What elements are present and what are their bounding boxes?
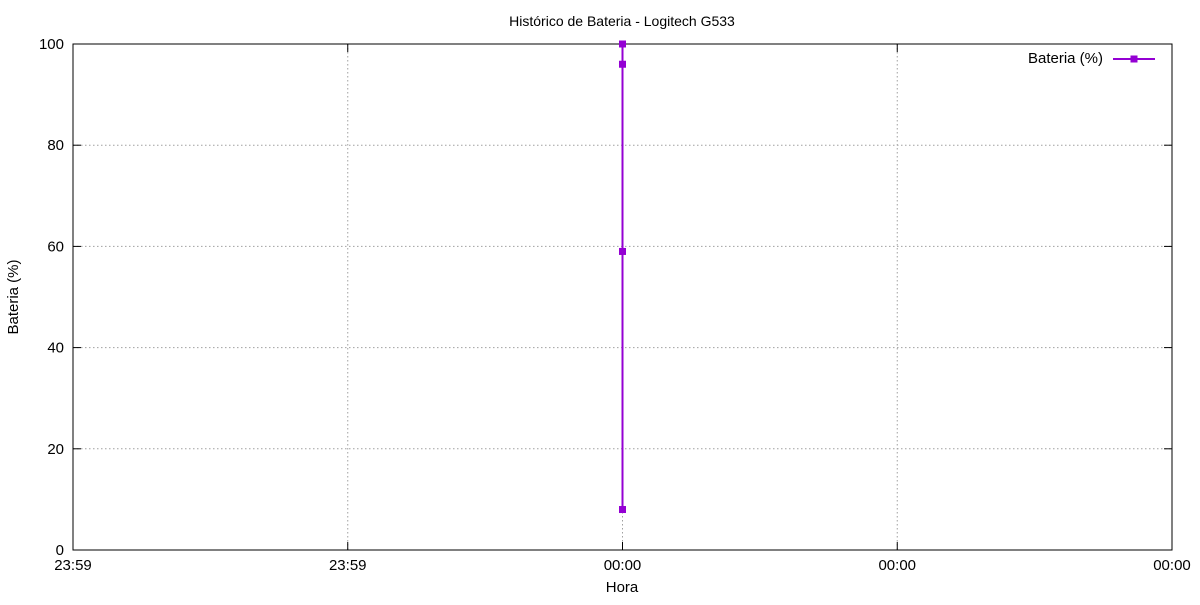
data-point — [619, 247, 626, 255]
series-layer — [619, 40, 626, 514]
y-tick-label: 100 — [39, 36, 64, 53]
data-point — [619, 40, 626, 48]
x-tick-label: 00:00 — [878, 557, 916, 574]
x-axis-label: Hora — [606, 579, 639, 596]
x-tick-label: 00:00 — [604, 557, 642, 574]
y-tick-label: 20 — [47, 441, 64, 458]
y-tick-label: 60 — [47, 238, 64, 255]
y-tick-label: 40 — [47, 340, 64, 357]
legend-marker — [1130, 55, 1138, 63]
legend: Bateria (%) — [1028, 50, 1155, 67]
legend-label: Bateria (%) — [1028, 50, 1103, 67]
tick-labels: 0 20 40 60 80 100 23:59 23:59 00:00 00:00 00:00 — [39, 36, 1191, 574]
data-point — [619, 60, 626, 68]
data-point — [619, 506, 626, 514]
x-tick-label: 23:59 — [54, 557, 92, 574]
y-axis-label: Bateria (%) — [5, 259, 22, 334]
x-tick-label: 00:00 — [1153, 557, 1191, 574]
chart-title: Histórico de Bateria - Logitech G533 — [509, 13, 735, 29]
y-tick-label: 80 — [47, 137, 64, 154]
x-tick-label: 23:59 — [329, 557, 367, 574]
y-tick-label: 0 — [56, 542, 64, 559]
